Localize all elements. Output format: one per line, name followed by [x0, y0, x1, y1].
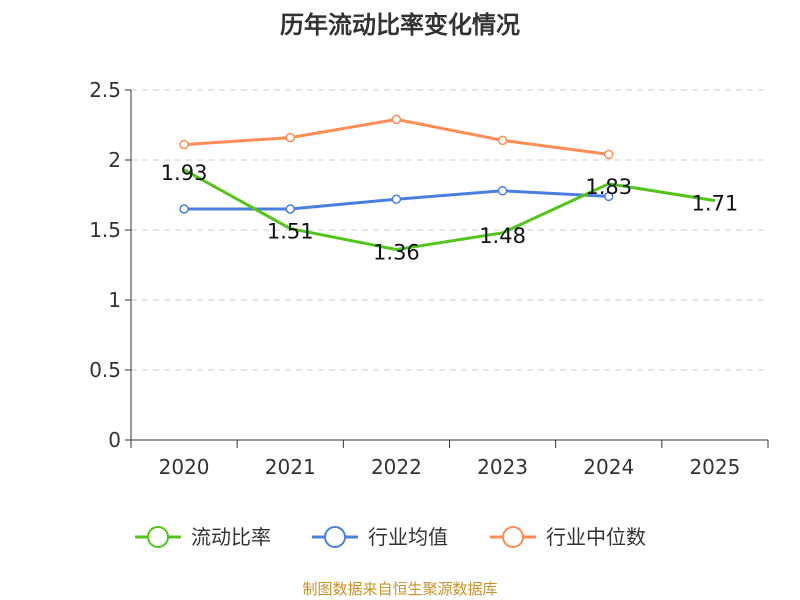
- data-point: [179, 204, 189, 214]
- y-tick-label: 0.5: [89, 358, 121, 382]
- y-tick-label: 1: [108, 288, 121, 312]
- x-tick-label: 2020: [159, 455, 210, 479]
- series-line: [183, 168, 716, 252]
- x-tick-label: 2022: [371, 455, 422, 479]
- data-label: 1.36: [373, 241, 420, 265]
- x-tick-label: 2021: [265, 455, 316, 479]
- chart-title: 历年流动比率变化情况: [280, 11, 520, 39]
- x-tick-label: 2025: [689, 455, 740, 479]
- data-label: 1.48: [479, 224, 526, 248]
- legend-marker: [324, 526, 346, 548]
- legend-label: 行业中位数: [546, 525, 646, 549]
- data-point: [391, 114, 402, 125]
- data-point: [604, 191, 614, 202]
- data-label: 1.93: [161, 161, 208, 185]
- y-tick-label: 0: [108, 428, 121, 452]
- data-point: [285, 132, 295, 143]
- source-note: 制图数据来自恒生聚源数据库: [302, 580, 498, 598]
- data-label: 1.51: [267, 220, 314, 244]
- data-label: 1.71: [692, 192, 739, 216]
- series-line: [183, 117, 609, 156]
- legend-marker: [502, 526, 524, 548]
- data-point: [497, 135, 508, 146]
- data-label: 1.83: [585, 175, 632, 199]
- y-tick-label: 1.5: [89, 218, 121, 242]
- data-point: [497, 186, 508, 196]
- y-tick-label: 2: [108, 148, 121, 172]
- legend-marker: [147, 526, 169, 548]
- data-point: [285, 204, 295, 214]
- x-tick-label: 2024: [583, 455, 634, 479]
- legend-label: 行业均值: [368, 525, 448, 549]
- y-tick-label: 2.5: [89, 78, 121, 102]
- data-point: [179, 139, 189, 150]
- data-point: [604, 149, 614, 160]
- data-point: [391, 194, 402, 204]
- legend-label: 流动比率: [191, 525, 271, 549]
- x-tick-label: 2023: [477, 455, 528, 479]
